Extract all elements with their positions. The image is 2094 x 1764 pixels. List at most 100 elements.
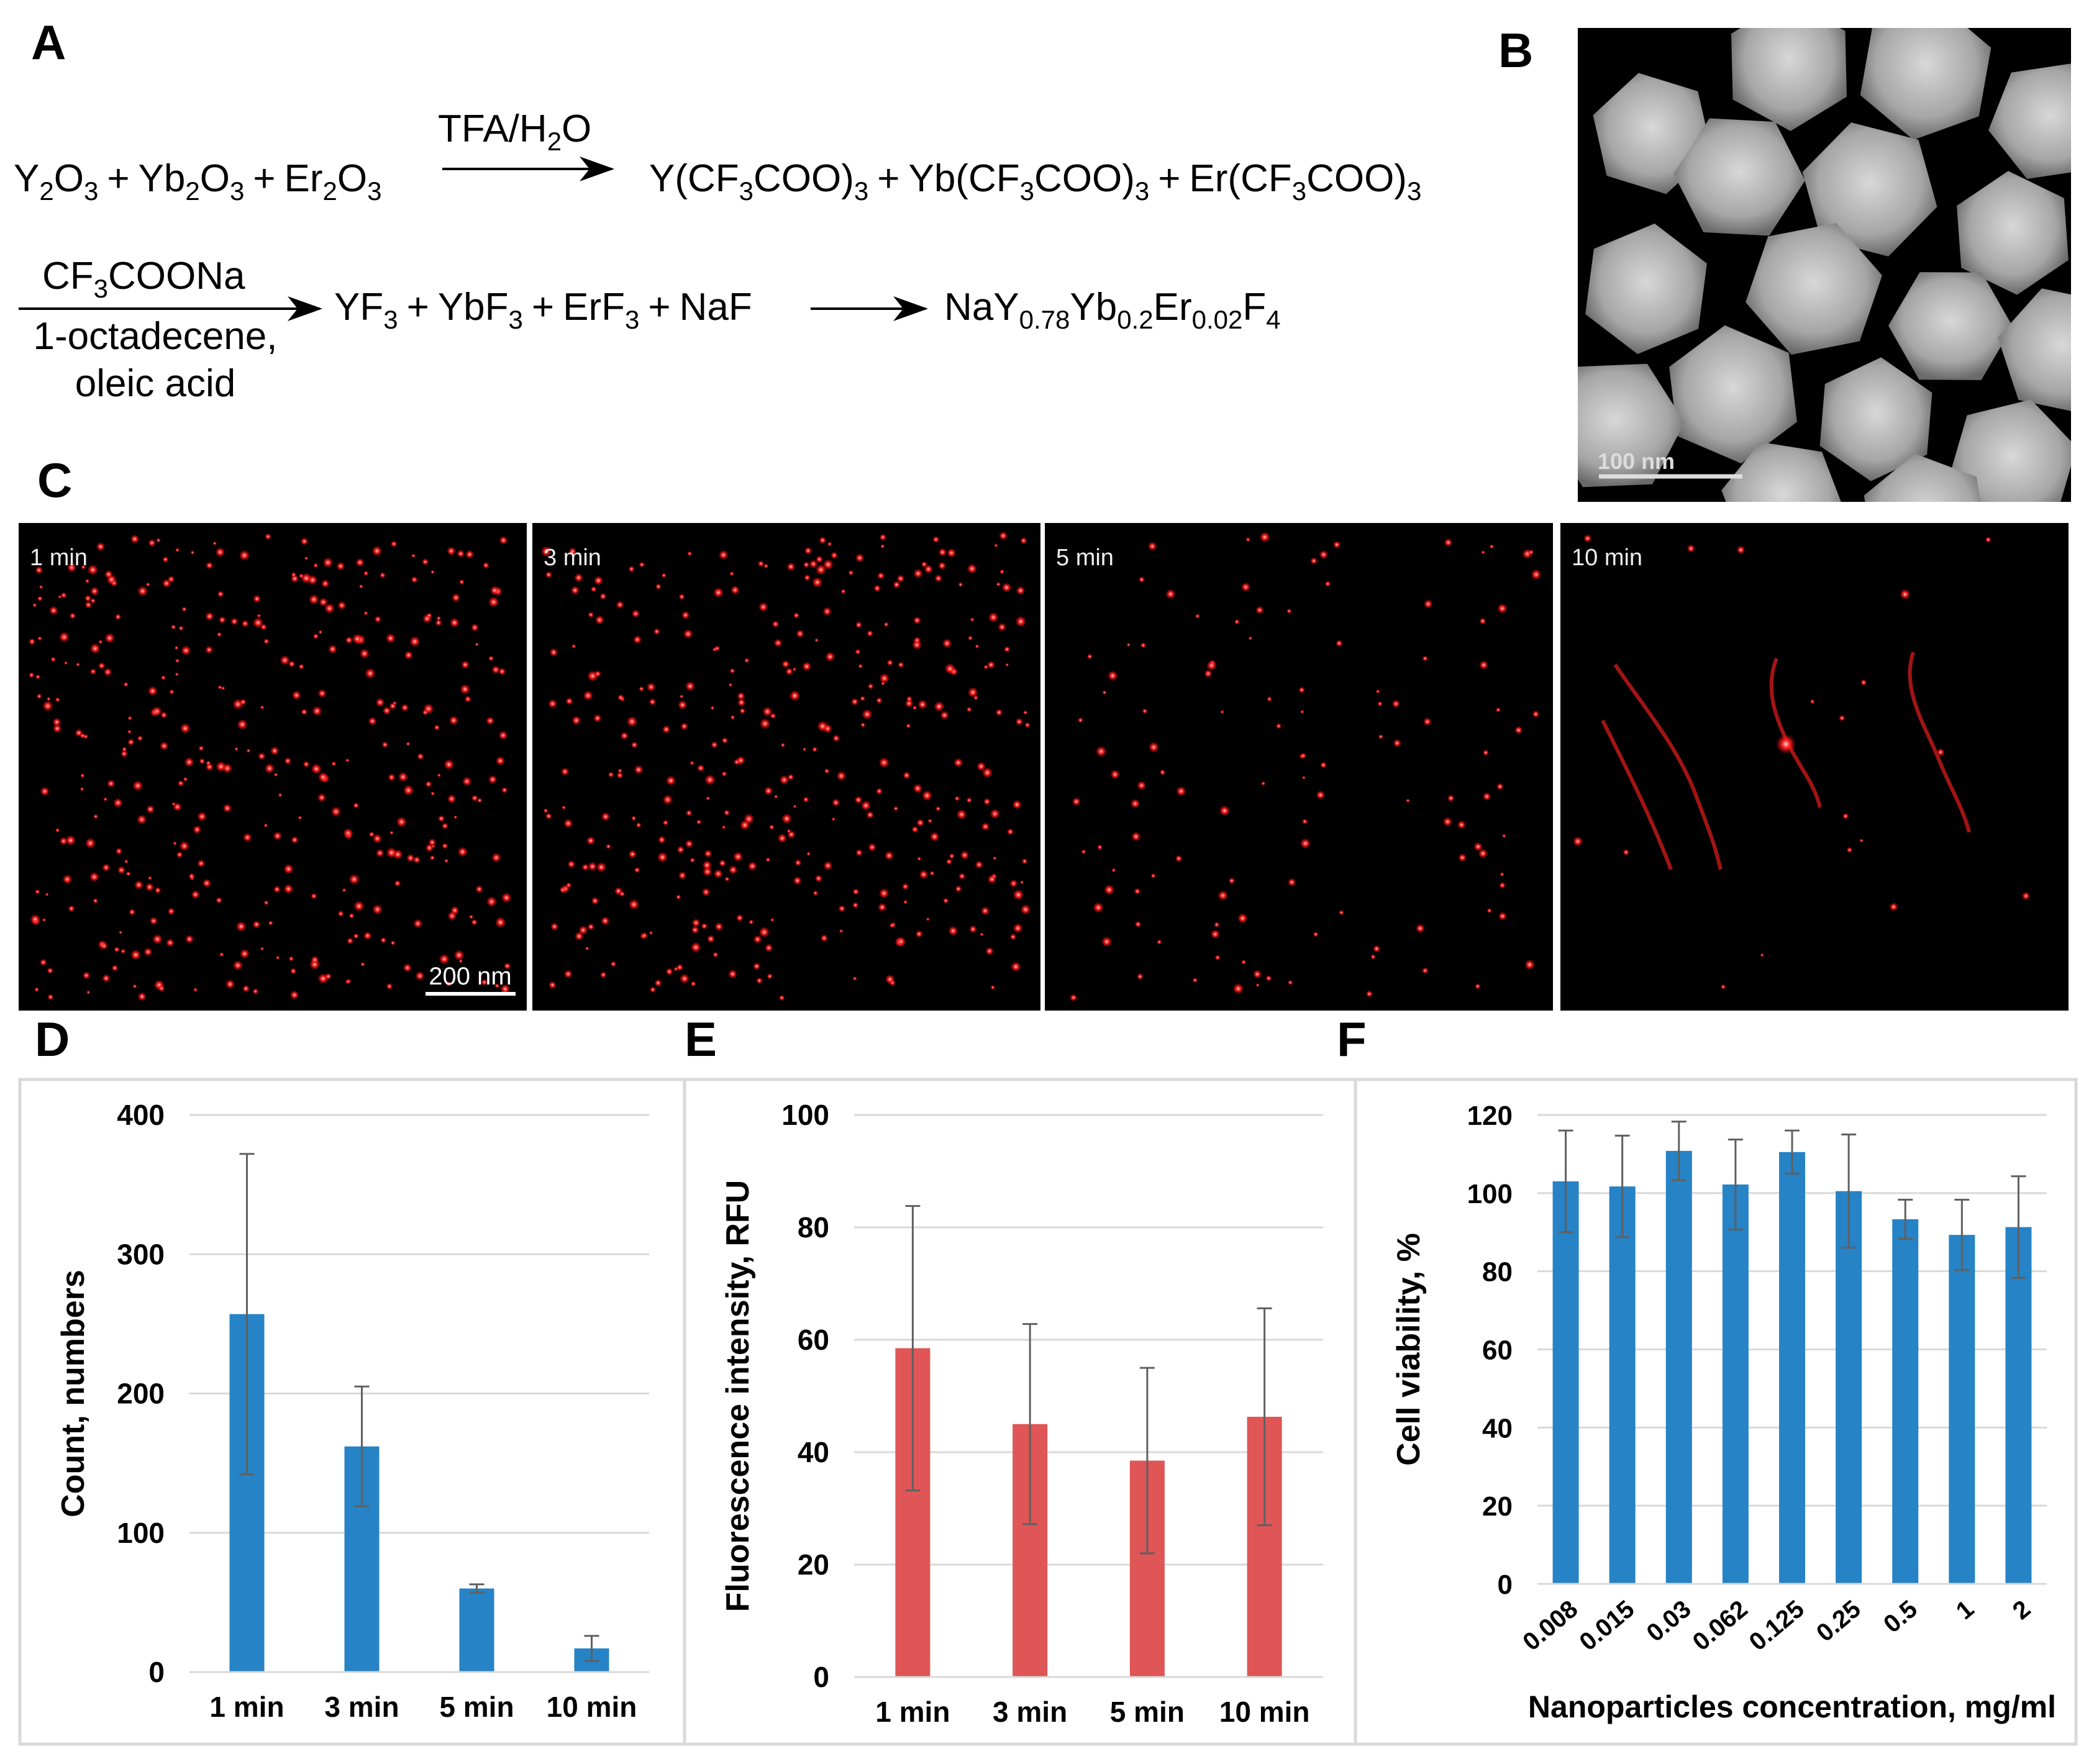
fluorescence-spot — [681, 611, 690, 620]
fluorescence-panel: 10 min — [1560, 523, 2069, 1011]
fluorescence-spot — [617, 694, 624, 701]
fluorescence-spot — [158, 984, 165, 993]
fluorescence-spot — [731, 585, 740, 595]
fluorescence-spot — [481, 978, 488, 986]
fluorescence-spot — [448, 716, 459, 725]
fluorescence-spot — [1016, 586, 1026, 596]
fluorescence-time-label: 10 min — [1572, 545, 1642, 571]
fluorescence-spot — [98, 639, 103, 644]
fluorescence-spot — [713, 869, 723, 879]
y-axis-label: Count, numbers — [55, 1270, 91, 1517]
fluorescence-spot — [413, 919, 423, 929]
fluorescence-spot — [1005, 663, 1009, 667]
fluorescence-spot — [548, 699, 558, 709]
fluorescence-spot — [944, 663, 956, 675]
fluorescence-spot — [280, 655, 290, 666]
panel-c: C 1 min 3 min 5 min 10 min 200 nm — [19, 453, 2069, 1011]
fluorescence-spot — [903, 899, 908, 904]
fluorescence-spot — [300, 537, 309, 546]
fluorescence-spot — [1240, 582, 1251, 592]
fluorescence-spot — [114, 613, 122, 621]
fluorescence-spot — [649, 986, 657, 993]
fluorescence-spot — [938, 548, 947, 557]
fluorescence-spot — [1009, 879, 1018, 888]
fluorescence-spot — [860, 800, 872, 811]
fluorescence-spot — [437, 773, 441, 778]
fluorescence-spot — [878, 902, 887, 912]
fluorescence-spot — [486, 896, 498, 907]
fluorescence-spot — [917, 699, 927, 710]
fluorescence-spot — [260, 623, 267, 631]
fluorescence-spot — [363, 611, 368, 616]
fluorescence-spot — [379, 572, 386, 579]
fluorescence-spot — [1240, 959, 1247, 965]
fluorescence-spot — [353, 802, 360, 809]
fluorescence-spot — [390, 540, 398, 548]
fluorescence-spot — [827, 542, 832, 547]
fluorescence-spot — [639, 686, 644, 692]
fluorescence-spot — [913, 616, 921, 625]
fluorescence-spot — [457, 549, 465, 558]
fluorescence-spot — [599, 593, 607, 600]
fluorescence-spot — [273, 885, 281, 893]
fluorescence-spot — [620, 731, 629, 740]
fluorescence-spot — [815, 564, 827, 575]
fluorescence-spot — [736, 755, 745, 765]
fluorescence-spot — [690, 981, 696, 987]
fluorescence-spot — [1860, 679, 1867, 686]
fluorescence-spot — [994, 543, 998, 548]
fluorescence-spot — [415, 971, 425, 981]
fluorescence-spot — [446, 546, 456, 556]
fluorescence-filament — [1908, 652, 1971, 833]
tem-particle — [1819, 357, 1932, 481]
fluorescence-spot — [1365, 990, 1373, 998]
fluorescence-spot — [380, 937, 387, 943]
fluorescence-spot — [679, 694, 684, 699]
fluorescence-spot — [903, 771, 911, 780]
fluorescence-spot — [793, 876, 802, 885]
x-tick-label: 0.008 — [1518, 1595, 1583, 1656]
fluorescence-spot — [1720, 984, 1726, 989]
fluorescence-spot — [563, 819, 573, 829]
fluorescence-spot — [173, 802, 182, 812]
fluorescence-spot — [814, 875, 823, 883]
fluorescence-spot — [1370, 954, 1376, 960]
fluorescence-spot — [179, 840, 189, 852]
fluorescence-spot — [1096, 844, 1103, 850]
fluorescence-spot — [721, 825, 726, 830]
fluorescence-spot — [460, 684, 470, 694]
fluorescence-spot — [159, 741, 169, 751]
fluorescence-spot — [45, 893, 49, 897]
fluorescence-spot — [1736, 545, 1746, 555]
fluorescence-spot — [465, 550, 475, 559]
fluorescence-spot — [488, 596, 499, 608]
fluorescence-spot — [1687, 544, 1695, 553]
fluorescence-spot — [291, 571, 297, 578]
fluorescence-spot — [1391, 699, 1400, 708]
fluorescence-spot — [156, 538, 161, 543]
fluorescence-spot — [1136, 973, 1144, 980]
fluorescence-spot — [752, 962, 761, 970]
fluorescence-spot — [218, 616, 226, 624]
fluorescence-spot — [690, 760, 694, 766]
fluorescence-spot — [1623, 848, 1630, 856]
fluorescence-spot — [491, 665, 500, 675]
fluorescence-spot — [737, 698, 746, 707]
fluorescence-spot — [289, 990, 299, 1000]
chart-f-frame — [1354, 1078, 2078, 1746]
x-tick-label: 1 min — [875, 1696, 950, 1728]
fluorescence-spot — [1015, 616, 1027, 627]
fluorescence-spot — [680, 722, 688, 730]
fluorescence-spot — [1809, 699, 1815, 704]
fluorescence-spot — [401, 703, 409, 712]
fluorescence-spot — [653, 628, 660, 635]
fluorescence-spot — [197, 859, 206, 868]
fluorescence-spot — [252, 988, 259, 994]
fluorides-line: YF3 + YbF3 + ErF3 + NaF — [334, 286, 752, 334]
fluorescence-spot — [1985, 536, 1992, 543]
fluorescence-spot — [753, 935, 762, 944]
fluorescence-spot — [855, 621, 863, 629]
fluorescence-spot — [1013, 889, 1024, 901]
fluorescence-spot — [593, 576, 604, 586]
fluorescence-spot — [757, 560, 765, 567]
